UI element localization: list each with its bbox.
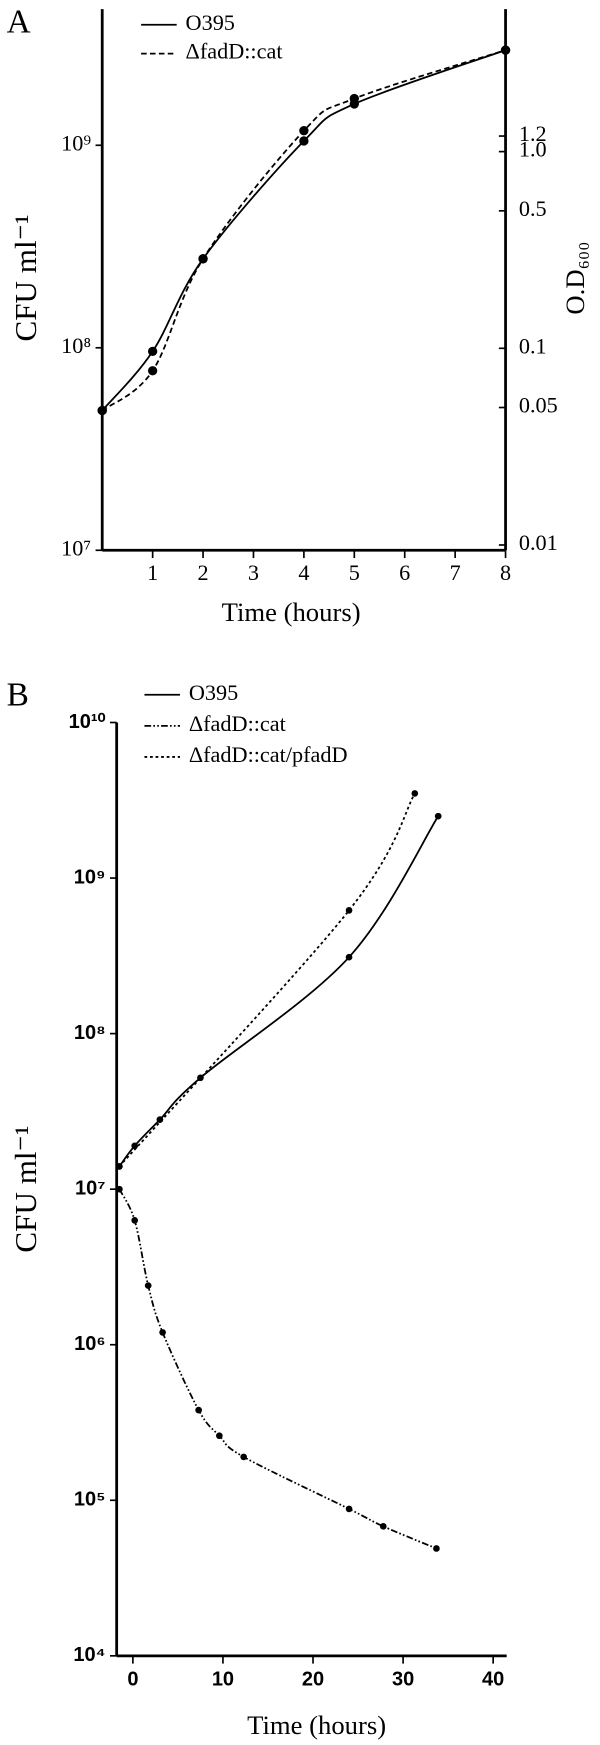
y-tick-label: 10⁸ bbox=[74, 1022, 106, 1044]
series-line bbox=[118, 792, 416, 1168]
x-tick-label: 7 bbox=[450, 560, 461, 585]
series-line bbox=[118, 815, 439, 1167]
y-tick-label: 10⁷ bbox=[75, 1177, 106, 1199]
legend-label: O395 bbox=[189, 680, 238, 705]
y-axis-label: CFU ml⁻¹ bbox=[8, 1126, 43, 1253]
x-tick-label: 5 bbox=[349, 560, 360, 585]
x-tick-label: 40 bbox=[482, 1669, 504, 1691]
x-tick-label: 8 bbox=[500, 560, 511, 585]
y-tick-label: 10⁷ bbox=[61, 535, 91, 560]
data-point bbox=[500, 45, 511, 55]
x-axis-label: Time (hours) bbox=[222, 597, 361, 627]
data-point bbox=[97, 405, 107, 416]
x-tick-label: 4 bbox=[298, 560, 309, 585]
x-tick-label: 1 bbox=[147, 560, 158, 585]
y2-tick-label: 0.1 bbox=[519, 333, 547, 358]
y-tick-label: 10⁹ bbox=[74, 866, 106, 888]
data-point bbox=[411, 790, 419, 797]
y-axis-label: CFU ml⁻¹ bbox=[8, 215, 43, 342]
y2-tick-label: 1.2 bbox=[519, 121, 547, 146]
y2-tick-label: 0.5 bbox=[519, 196, 547, 221]
legend-label: ΔfadD::cat/pfadD bbox=[189, 742, 348, 767]
panel-label: A bbox=[7, 3, 31, 40]
x-axis-label: Time (hours) bbox=[247, 1710, 386, 1740]
data-point bbox=[216, 1432, 223, 1440]
data-point bbox=[144, 1282, 152, 1289]
data-point bbox=[131, 1217, 139, 1224]
data-point bbox=[345, 953, 353, 961]
data-point bbox=[345, 907, 353, 914]
y2-axis-label: O.D₆₀₀ bbox=[560, 242, 590, 315]
data-point bbox=[299, 126, 309, 136]
y-tick-label: 10¹⁰ bbox=[69, 711, 106, 733]
panel: B 0 10 20 30 40 10⁴ 10⁵ 10⁶ 10⁷ 10⁸ 10⁹ 10¹⁰ Time (ho… bbox=[7, 677, 507, 1740]
y2-tick-label: 0.05 bbox=[519, 393, 558, 418]
series-line bbox=[101, 49, 506, 412]
legend-label: ΔfadD::cat bbox=[186, 39, 284, 64]
x-tick-label: 10 bbox=[212, 1669, 234, 1691]
y-tick-label: 10⁹ bbox=[61, 130, 91, 155]
y2-tick-label: 1.0 bbox=[519, 137, 547, 162]
legend-label: ΔfadD::cat bbox=[189, 711, 287, 736]
data-point bbox=[379, 1522, 387, 1530]
x-tick-label: 6 bbox=[399, 560, 410, 585]
data-point bbox=[147, 366, 158, 376]
data-point bbox=[195, 1406, 202, 1414]
x-tick-label: 2 bbox=[198, 560, 209, 585]
legend-label: O395 bbox=[186, 10, 235, 35]
data-point bbox=[299, 136, 309, 146]
data-point bbox=[433, 1545, 440, 1552]
panel: A 1 2 3 4 5 6 7 8 10⁷ 10⁸ 10⁹ 0.01 0.05 0.1 0.5 1.01.2 Ti… bbox=[7, 3, 590, 626]
x-tick-label: 20 bbox=[302, 1669, 324, 1691]
x-tick-label: 0 bbox=[127, 1669, 138, 1691]
y-tick-label: 10⁴ bbox=[73, 1644, 105, 1666]
data-point bbox=[434, 812, 442, 820]
data-point bbox=[198, 254, 208, 264]
panel-label: B bbox=[7, 677, 29, 714]
x-tick-label: 3 bbox=[248, 560, 259, 585]
data-point bbox=[116, 1185, 123, 1193]
y-tick-label: 10⁸ bbox=[61, 333, 91, 358]
data-point bbox=[159, 1329, 166, 1336]
series-line bbox=[118, 1188, 437, 1550]
data-point bbox=[349, 93, 359, 104]
y-tick-label: 10⁶ bbox=[74, 1333, 105, 1355]
data-point bbox=[345, 1505, 353, 1513]
data-point bbox=[147, 346, 158, 357]
y2-tick-label: 0.01 bbox=[519, 530, 558, 555]
data-point bbox=[240, 1453, 247, 1461]
y-tick-label: 10⁵ bbox=[74, 1489, 106, 1511]
x-tick-label: 30 bbox=[392, 1669, 414, 1691]
series-line bbox=[101, 49, 506, 412]
data-point bbox=[131, 1142, 139, 1150]
data-point bbox=[116, 1163, 123, 1170]
